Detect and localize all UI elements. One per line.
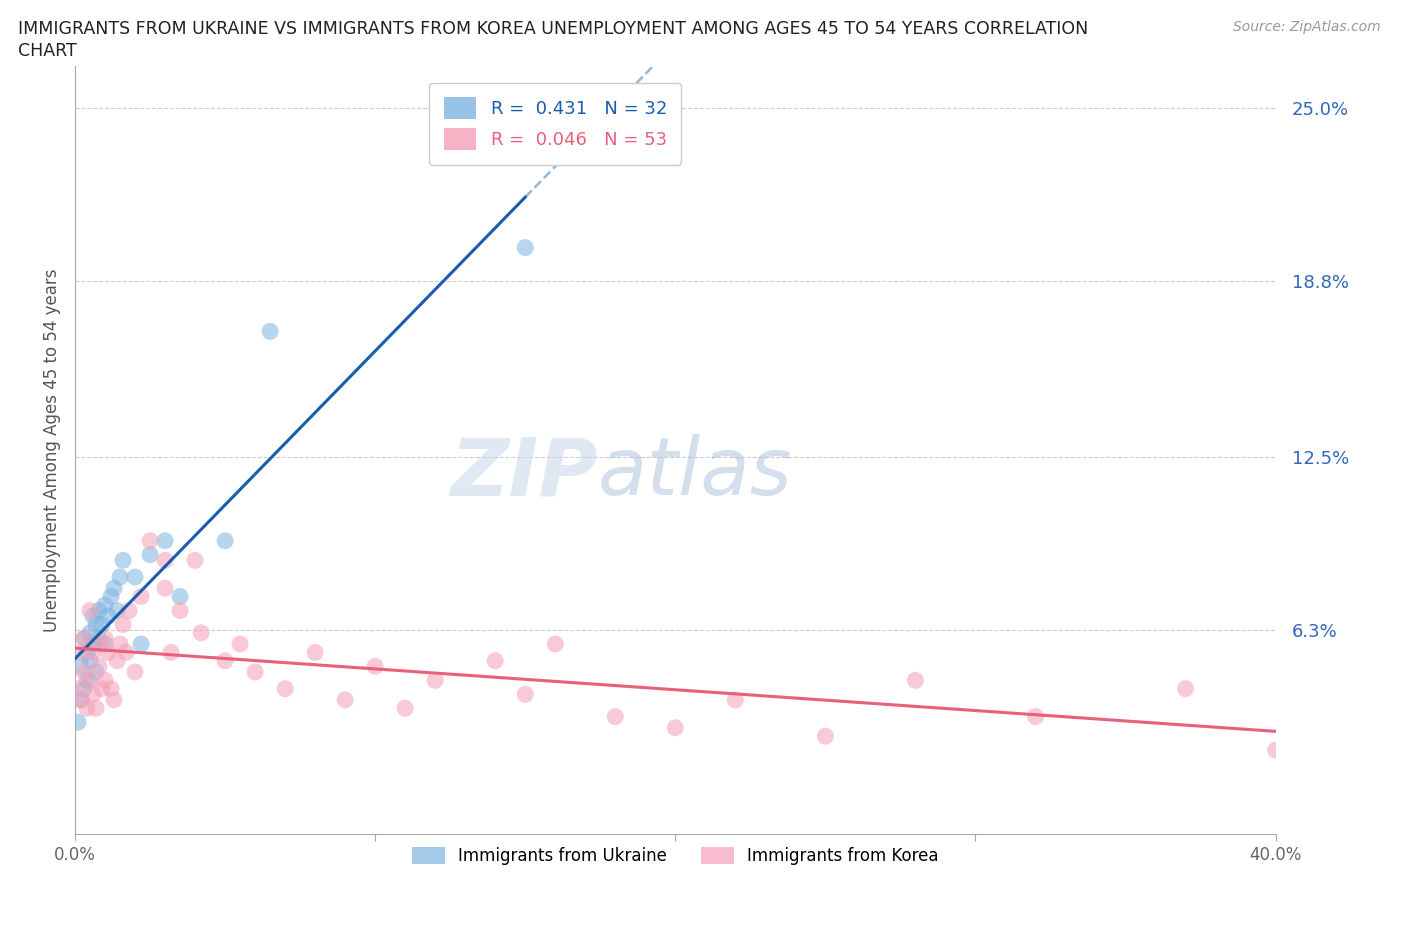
Point xyxy=(103,580,125,595)
Point xyxy=(169,603,191,618)
Point xyxy=(79,625,101,640)
Point xyxy=(91,682,114,697)
Point xyxy=(724,693,747,708)
Point xyxy=(124,665,146,680)
Text: atlas: atlas xyxy=(598,434,792,512)
Point xyxy=(153,552,176,567)
Point xyxy=(94,631,117,646)
Point xyxy=(79,673,101,688)
Point xyxy=(82,608,104,623)
Point xyxy=(87,603,110,618)
Point xyxy=(1024,710,1046,724)
Point xyxy=(82,645,104,660)
Point xyxy=(364,659,387,674)
Point xyxy=(76,645,98,660)
Point xyxy=(243,665,266,680)
Text: Source: ZipAtlas.com: Source: ZipAtlas.com xyxy=(1233,20,1381,34)
Point xyxy=(108,569,131,584)
Point xyxy=(87,631,110,646)
Point xyxy=(73,665,96,680)
Point xyxy=(124,569,146,584)
Point xyxy=(76,673,98,688)
Point xyxy=(73,631,96,646)
Point xyxy=(97,608,120,623)
Point xyxy=(100,682,122,697)
Point xyxy=(274,682,297,697)
Point xyxy=(304,645,326,660)
Point xyxy=(169,589,191,604)
Point xyxy=(70,645,93,660)
Point xyxy=(814,729,837,744)
Point xyxy=(100,589,122,604)
Point xyxy=(1174,682,1197,697)
Point xyxy=(91,617,114,631)
Point xyxy=(394,701,416,716)
Y-axis label: Unemployment Among Ages 45 to 54 years: Unemployment Among Ages 45 to 54 years xyxy=(44,268,60,631)
Point xyxy=(94,637,117,652)
Point xyxy=(129,637,152,652)
Point xyxy=(76,701,98,716)
Point xyxy=(82,687,104,702)
Point xyxy=(515,687,537,702)
Point xyxy=(139,547,162,562)
Point xyxy=(70,659,93,674)
Point xyxy=(84,617,107,631)
Legend: Immigrants from Ukraine, Immigrants from Korea: Immigrants from Ukraine, Immigrants from… xyxy=(405,840,945,871)
Point xyxy=(484,654,506,669)
Point xyxy=(87,659,110,674)
Point xyxy=(66,682,89,697)
Point xyxy=(153,533,176,548)
Point xyxy=(112,552,135,567)
Point xyxy=(105,654,128,669)
Point xyxy=(94,673,117,688)
Point xyxy=(214,533,236,548)
Point xyxy=(112,617,135,631)
Point xyxy=(544,637,567,652)
Point xyxy=(84,701,107,716)
Point xyxy=(190,625,212,640)
Text: CHART: CHART xyxy=(18,42,77,60)
Point xyxy=(153,580,176,595)
Point xyxy=(129,589,152,604)
Point xyxy=(82,637,104,652)
Point xyxy=(333,693,356,708)
Point xyxy=(664,721,686,736)
Point xyxy=(184,552,207,567)
Point xyxy=(87,637,110,652)
Point xyxy=(515,240,537,255)
Text: ZIP: ZIP xyxy=(450,434,598,512)
Point xyxy=(108,637,131,652)
Point xyxy=(84,665,107,680)
Point xyxy=(79,654,101,669)
Point xyxy=(73,631,96,646)
Point xyxy=(118,603,141,618)
Point xyxy=(66,715,89,730)
Point xyxy=(229,637,252,652)
Point xyxy=(425,673,447,688)
Point xyxy=(115,645,138,660)
Point xyxy=(1264,743,1286,758)
Point xyxy=(70,693,93,708)
Point xyxy=(70,693,93,708)
Point xyxy=(160,645,183,660)
Point xyxy=(94,597,117,612)
Point xyxy=(139,533,162,548)
Point xyxy=(97,645,120,660)
Point xyxy=(605,710,627,724)
Point xyxy=(904,673,927,688)
Text: IMMIGRANTS FROM UKRAINE VS IMMIGRANTS FROM KOREA UNEMPLOYMENT AMONG AGES 45 TO 5: IMMIGRANTS FROM UKRAINE VS IMMIGRANTS FR… xyxy=(18,20,1088,38)
Point xyxy=(103,693,125,708)
Point xyxy=(105,603,128,618)
Point xyxy=(73,682,96,697)
Point xyxy=(79,603,101,618)
Point xyxy=(214,654,236,669)
Point xyxy=(259,324,281,339)
